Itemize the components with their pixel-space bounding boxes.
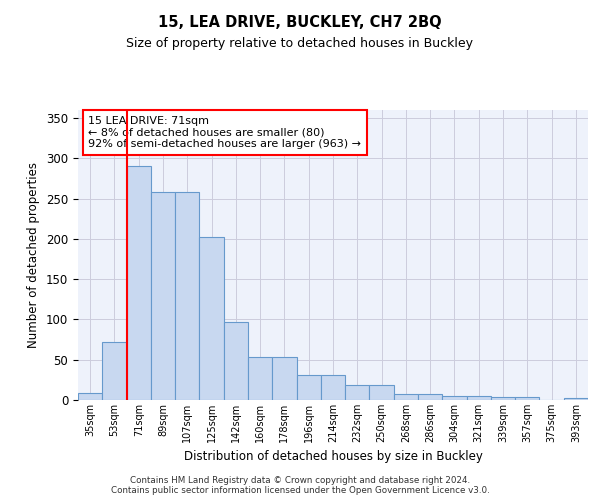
Text: 15 LEA DRIVE: 71sqm
← 8% of detached houses are smaller (80)
92% of semi-detache: 15 LEA DRIVE: 71sqm ← 8% of detached hou… [88, 116, 361, 149]
Bar [491, 397, 515, 400]
Text: Size of property relative to detached houses in Buckley: Size of property relative to detached ho… [127, 38, 473, 51]
Bar [272, 356, 296, 400]
X-axis label: Distribution of detached houses by size in Buckley: Distribution of detached houses by size … [184, 450, 482, 464]
Bar [321, 375, 345, 400]
Text: Contains HM Land Registry data © Crown copyright and database right 2024.
Contai: Contains HM Land Registry data © Crown c… [110, 476, 490, 495]
Bar [102, 342, 127, 400]
Bar [418, 394, 442, 400]
Bar [564, 398, 588, 400]
Bar [151, 192, 175, 400]
Bar [224, 322, 248, 400]
Bar [345, 384, 370, 400]
Bar [370, 384, 394, 400]
Bar [442, 396, 467, 400]
Bar [394, 394, 418, 400]
Bar [467, 396, 491, 400]
Text: 15, LEA DRIVE, BUCKLEY, CH7 2BQ: 15, LEA DRIVE, BUCKLEY, CH7 2BQ [158, 15, 442, 30]
Bar [78, 393, 102, 400]
Bar [199, 238, 224, 400]
Bar [296, 375, 321, 400]
Bar [248, 356, 272, 400]
Bar [515, 397, 539, 400]
Bar [127, 166, 151, 400]
Bar [175, 192, 199, 400]
Y-axis label: Number of detached properties: Number of detached properties [28, 162, 40, 348]
